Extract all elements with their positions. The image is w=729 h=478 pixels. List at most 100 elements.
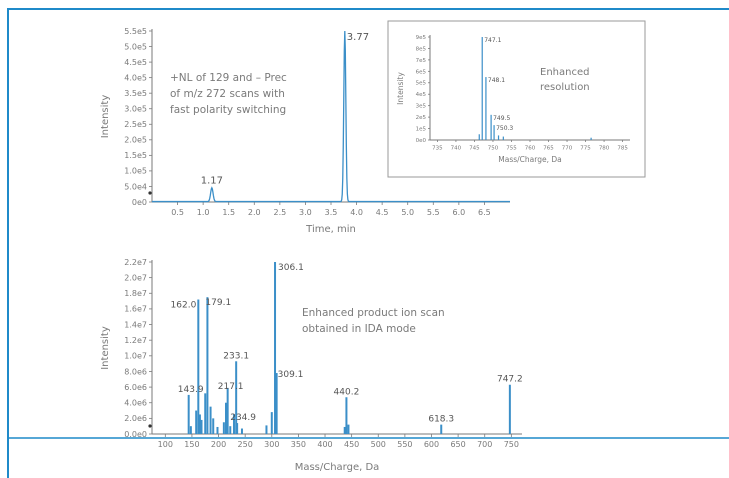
tic-y-tick-label: 4.0e5	[124, 73, 147, 82]
tic-x-tick-label: 4.0	[350, 208, 363, 217]
epi-peak-bar	[209, 406, 212, 434]
epi-peak-label: 179.1	[205, 298, 231, 308]
tic-x-tick-label: 3.5	[325, 208, 338, 217]
epi-peak-label: 618.3	[428, 415, 454, 425]
tic-x-tick-label: 5.5	[427, 208, 440, 217]
inset-y-tick-label: 1e5	[416, 126, 427, 132]
tic-trace-line	[152, 30, 510, 203]
epi-peak-label: 440.2	[334, 387, 360, 397]
inset-peak-label: 750.3	[496, 125, 513, 132]
tic-y-axis-label: Intensity	[100, 95, 111, 139]
epi-x-tick-label: 250	[238, 440, 253, 449]
inset-y-tick-label: 4e5	[416, 92, 427, 98]
epi-peak-bar	[189, 426, 192, 434]
epi-x-tick-label: 550	[397, 440, 412, 449]
epi-peak-bar	[204, 393, 207, 434]
epi-peak-bar	[508, 384, 511, 434]
inset-peak-bar	[493, 125, 495, 140]
tic-peak-label: 3.77	[347, 32, 369, 43]
tic-annotation: of m/z 272 scans with	[170, 88, 285, 100]
epi-x-tick-label: 650	[450, 440, 465, 449]
epi-peak-bar	[229, 426, 232, 434]
epi-peak-bar	[216, 426, 219, 434]
epi-annotation: Enhanced product ion scan	[302, 307, 445, 319]
inset-x-tick-label: 770	[562, 146, 573, 152]
inset-annotation: resolution	[540, 82, 590, 93]
inset-inset-box	[387, 20, 646, 178]
inset-x-tick-label: 780	[599, 146, 610, 152]
tic-x-tick-label: 1.0	[197, 208, 210, 217]
inset-x-tick-label: 735	[432, 146, 443, 152]
epi-peak-bar	[265, 425, 268, 434]
inset-peak-bar	[590, 137, 592, 140]
inset-peak-bar	[478, 134, 480, 140]
epi-peak-bar	[343, 426, 346, 434]
inset-x-tick-label: 745	[469, 146, 480, 152]
epi-peak-label: 306.1	[278, 263, 304, 273]
epi-peak-bar	[222, 422, 225, 434]
epi-peak-label: 217.1	[218, 382, 244, 392]
epi-y-tick-label: 8.0e6	[124, 367, 147, 376]
tic-y-tick-label: 3.5e5	[124, 89, 147, 98]
epi-y-tick-label: 0.0e0	[124, 430, 147, 439]
tic-y-tick-label: 5.0e5	[124, 42, 147, 51]
epi-x-axis-label: Mass/Charge, Da	[295, 462, 380, 473]
tic-x-tick-label: 5.0	[401, 208, 414, 217]
tic-origin-marker	[148, 191, 152, 195]
epi-y-tick-label: 2.0e6	[124, 414, 147, 423]
inset-y-tick-label: 9e5	[416, 35, 427, 41]
epi-x-tick-label: 200	[211, 440, 226, 449]
tic-y-tick-label: 2.0e5	[124, 136, 147, 145]
inset-y-tick-label: 0e0	[416, 138, 427, 144]
epi-peak-bar	[212, 418, 215, 434]
epi-peak-bar	[347, 424, 350, 434]
inset-y-tick-label: 7e5	[416, 58, 427, 64]
tic-x-tick-label: 0.5	[171, 208, 184, 217]
inset-x-axis-label: Mass/Charge, Da	[498, 155, 561, 164]
epi-x-tick-label: 450	[344, 440, 359, 449]
epi-y-tick-label: 1.6e7	[124, 305, 147, 314]
epi-peak-bar	[274, 262, 277, 434]
tic-x-tick-label: 2.0	[248, 208, 261, 217]
inset-x-tick-label: 765	[543, 146, 554, 152]
epi-peak-bar	[225, 402, 227, 434]
epi-x-tick-label: 400	[317, 440, 332, 449]
inset-peak-label: 749.5	[493, 115, 510, 122]
tic-annotation: fast polarity switching	[170, 104, 286, 116]
epi-y-tick-label: 1.4e7	[124, 320, 147, 329]
tic-y-tick-label: 1.0e5	[124, 167, 147, 176]
inset-x-tick-label: 760	[525, 146, 536, 152]
epi-x-tick-label: 700	[477, 440, 492, 449]
tic-x-tick-label: 6.0	[452, 208, 465, 217]
epi-peak-bar	[236, 423, 239, 434]
epi-peak-bar	[232, 414, 235, 434]
inset-y-axis-label: Intensity	[396, 72, 405, 105]
epi-origin-marker	[148, 424, 152, 428]
tic-y-tick-label: 5.5e5	[124, 27, 147, 36]
epi-x-tick-label: 500	[371, 440, 386, 449]
inset-peak-bar	[502, 136, 504, 140]
inset-x-tick-label: 775	[580, 146, 591, 152]
inset-peak-bar	[490, 114, 492, 140]
tic-x-tick-label: 4.5	[376, 208, 389, 217]
epi-x-tick-label: 350	[291, 440, 306, 449]
epi-x-tick-label: 150	[184, 440, 199, 449]
inset-x-tick-label: 740	[451, 146, 462, 152]
tic-y-tick-label: 3.0e5	[124, 105, 147, 114]
inset-peak-label: 748.1	[488, 77, 505, 84]
epi-peak-bar	[440, 424, 443, 434]
epi-y-tick-label: 6.0e6	[124, 383, 147, 392]
tic-x-axis-label: Time, min	[305, 224, 356, 235]
epi-peak-bar	[240, 428, 243, 434]
tic-peak-label: 1.17	[201, 175, 223, 186]
epi-peak-bar	[345, 397, 348, 434]
epi-peak-bar	[275, 373, 278, 434]
inset-x-tick-label: 755	[506, 146, 517, 152]
tic-x-tick-label: 1.5	[222, 208, 235, 217]
epi-peak-bar	[235, 361, 238, 434]
tic-y-tick-label: 0e0	[132, 198, 147, 207]
epi-y-tick-label: 4.0e6	[124, 399, 147, 408]
epi-x-tick-label: 300	[264, 440, 279, 449]
epi-peak-label: 143.9	[178, 385, 204, 395]
